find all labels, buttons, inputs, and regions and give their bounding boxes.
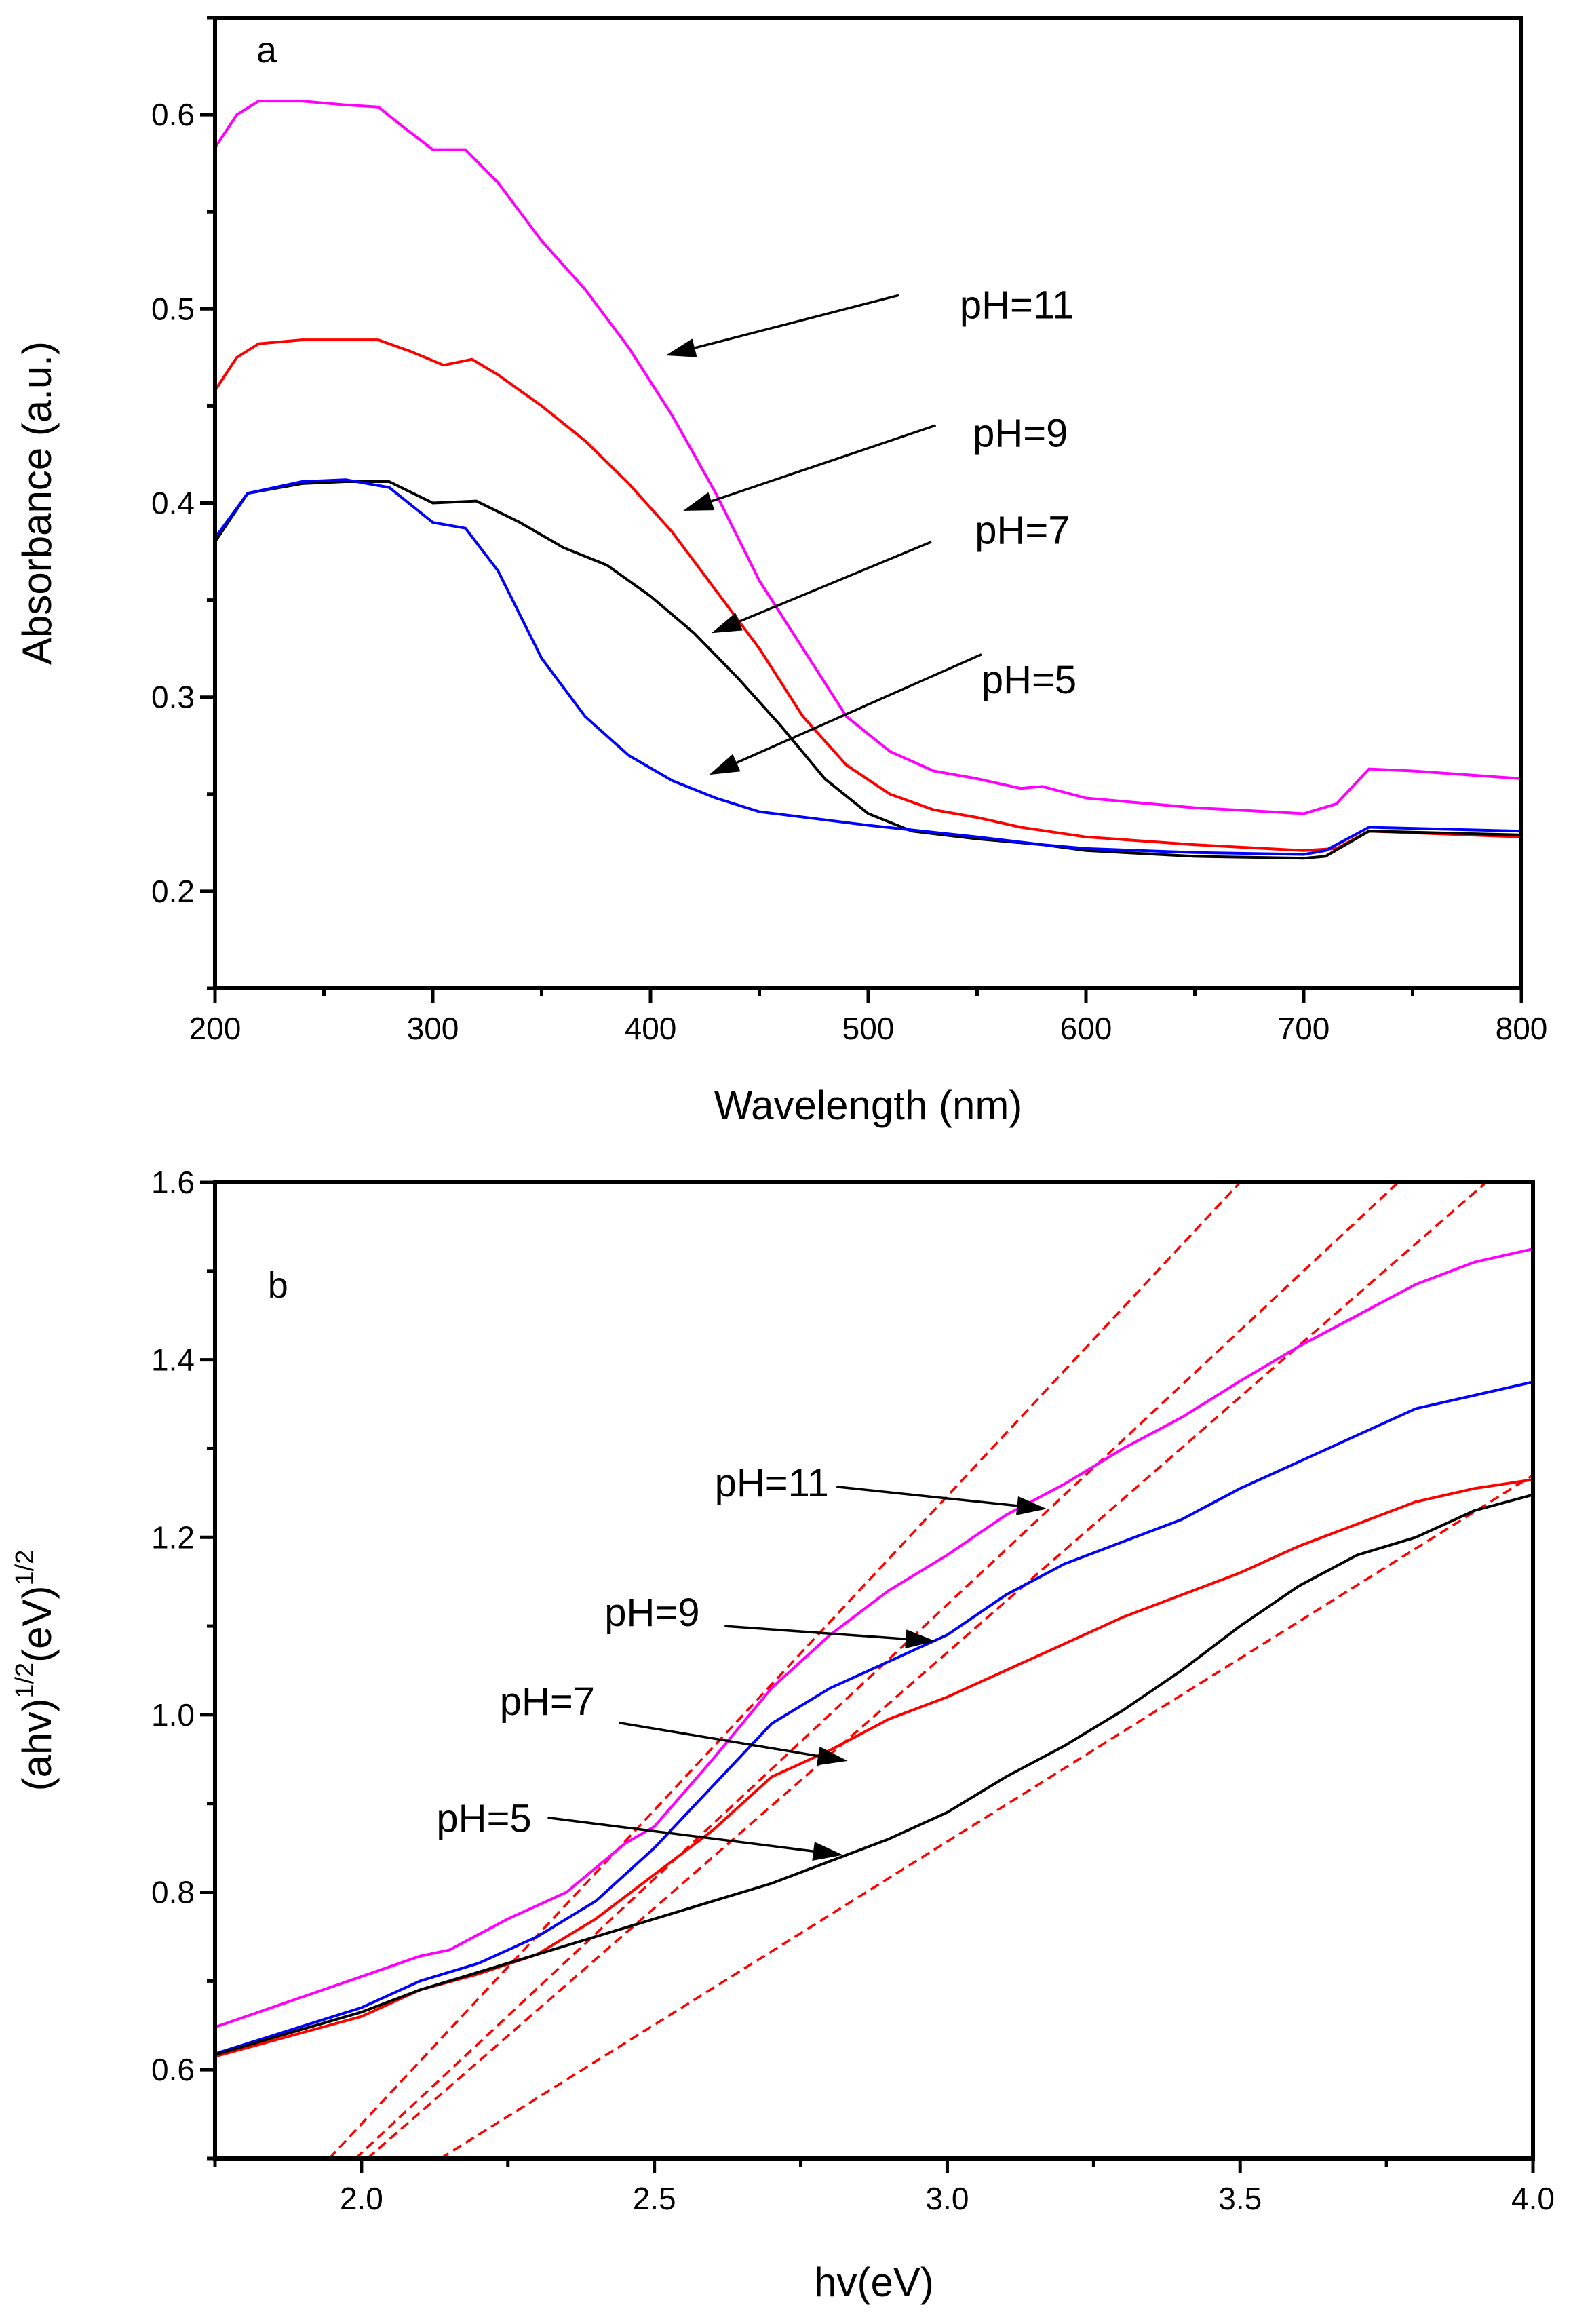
y-axis-label-superscript: 1/2 — [11, 1663, 39, 1699]
annotation-label: pH=7 — [500, 1680, 595, 1724]
arrow-head — [683, 492, 715, 511]
y-axis-label-part: (ahv) — [14, 1699, 60, 1792]
x-tick-label: 4.0 — [1511, 2181, 1555, 2216]
y-axis-label-superscript: 1/2 — [11, 1550, 39, 1586]
annotation-label: pH=11 — [715, 1461, 829, 1505]
arrow-head — [709, 754, 741, 775]
y-tick-label: 1.0 — [151, 1697, 195, 1732]
series-line-ph-5 — [215, 1493, 1533, 2056]
series-line-ph-9 — [215, 1380, 1533, 2055]
y-axis-label: (ahv)1/2(eV)1/2 — [11, 1550, 60, 1792]
y-tick-label: 1.2 — [151, 1519, 195, 1555]
x-tick-label: 3.0 — [925, 2181, 969, 2216]
annotation-label: pH=11 — [960, 284, 1074, 328]
plot-area — [215, 1182, 1533, 2158]
x-axis-label: Wavelength (nm) — [714, 1083, 1023, 1128]
panel-b-chart: 2.0 2.5 3.0 3.5 4.0 0.6 0.8 1.0 1.2 1.4 1.6 pH=11 pH… — [11, 1165, 1555, 2305]
annotation-arrow — [619, 1721, 819, 1758]
annotation-label: pH=7 — [975, 509, 1070, 553]
arrow-head — [665, 338, 697, 357]
series-line-ph-7 — [215, 480, 1521, 860]
annotation-arrow — [836, 1485, 1017, 1507]
plot-area — [215, 100, 1521, 860]
tangent-line — [355, 1182, 1399, 2158]
annotation-label: pH=9 — [604, 1591, 699, 1635]
annotation-arrow — [547, 1816, 814, 1853]
annotation-arrow — [736, 653, 982, 764]
series-line-ph-5 — [215, 478, 1521, 856]
y-tick-label: 1.4 — [151, 1342, 195, 1378]
x-tick-label: 700 — [1278, 1011, 1330, 1046]
x-tick-label: 200 — [189, 1011, 241, 1046]
y-axis-label-part: (eV) — [14, 1585, 60, 1662]
series-line-ph-11 — [215, 100, 1521, 815]
y-tick-label: 0.2 — [151, 874, 195, 909]
y-axis-label: Absorbance (a.u.) — [14, 341, 60, 665]
y-tick-label: 0.8 — [151, 1875, 195, 1910]
y-tick-label: 0.3 — [151, 680, 195, 715]
annotation-label: pH=5 — [436, 1797, 531, 1841]
arrow-head — [816, 1746, 848, 1766]
annotation-arrow — [694, 294, 899, 349]
arrow-head — [812, 1842, 843, 1861]
x-tick-label: 300 — [407, 1011, 459, 1046]
tangent-line — [440, 1474, 1533, 2158]
annotation-label: pH=5 — [982, 658, 1076, 702]
y-tick-label: 0.6 — [151, 97, 195, 132]
y-tick-label: 1.6 — [151, 1165, 195, 1200]
series-line-ph-9 — [215, 338, 1521, 852]
panel-label: a — [256, 30, 277, 71]
series-line-ph-11 — [215, 1247, 1533, 2029]
y-tick-label: 0.6 — [151, 2052, 195, 2087]
annotation-arrow — [738, 541, 932, 623]
plot-frame — [213, 16, 1523, 990]
x-tick-label: 2.5 — [633, 2181, 676, 2216]
x-tick-label: 2.0 — [340, 2181, 383, 2216]
x-tick-label: 600 — [1060, 1011, 1112, 1046]
annotation-arrow — [711, 424, 937, 503]
x-axis-label: hv(eV) — [814, 2260, 934, 2305]
x-tick-label: 500 — [842, 1011, 895, 1046]
y-tick-label: 0.5 — [151, 291, 195, 326]
y-tick-label: 0.4 — [151, 486, 195, 521]
tangent-line — [366, 1182, 1488, 2158]
plot-frame — [213, 1180, 1535, 2161]
arrow-head — [1016, 1496, 1047, 1515]
panel-a-chart: 200 300 400 500 600 700 800 0.2 0.3 0.4 0.5 0.6 pH=1… — [14, 16, 1548, 1128]
x-tick-label: 800 — [1496, 1011, 1548, 1046]
x-tick-label: 3.5 — [1218, 2181, 1262, 2216]
x-tick-label: 400 — [625, 1011, 677, 1046]
annotation-label: pH=9 — [973, 412, 1068, 456]
arrow-head — [711, 613, 743, 634]
arrow-head — [905, 1629, 936, 1649]
tangent-line — [328, 1182, 1241, 2158]
panel-label: b — [268, 1265, 288, 1306]
annotation-arrow — [724, 1625, 906, 1640]
